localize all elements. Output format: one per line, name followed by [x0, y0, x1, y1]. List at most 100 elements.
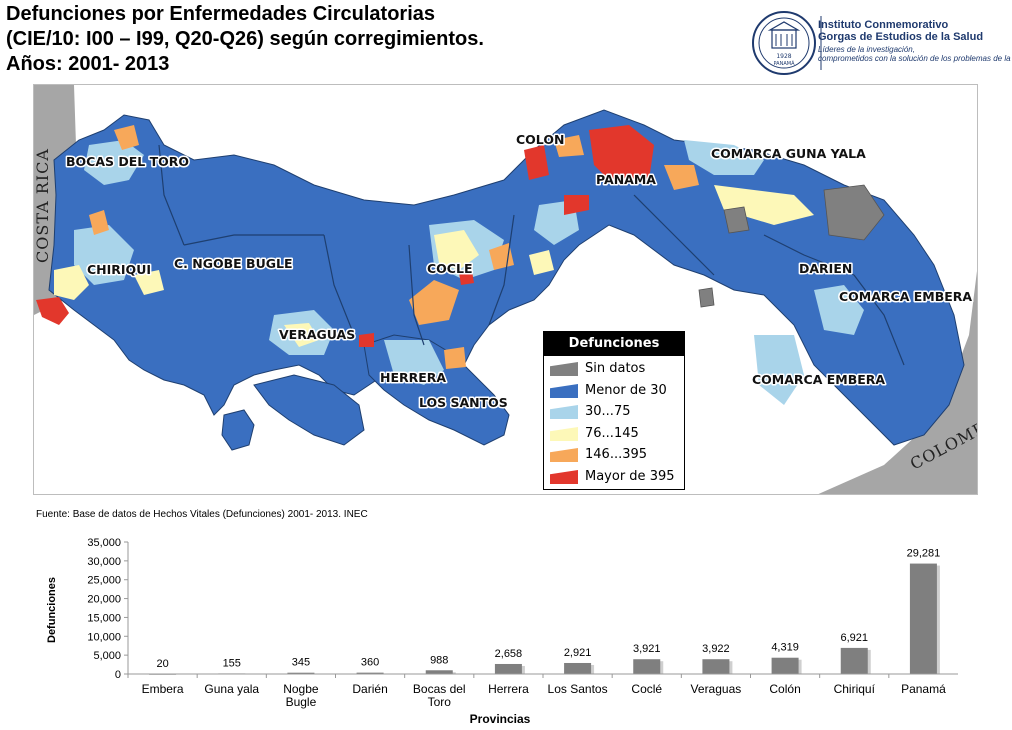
map-label-darien: DARIEN — [799, 261, 852, 276]
legend-title: Defunciones — [544, 332, 684, 356]
bar-value-label: 2,921 — [564, 647, 592, 659]
province-border-6 — [633, 194, 715, 276]
province-border-5 — [488, 214, 515, 326]
legend-label-below-30: Menor de 30 — [585, 383, 667, 398]
coiba-island — [221, 409, 255, 451]
logo-name-line-2: Gorgas de Estudios de la Salud — [818, 31, 984, 43]
area-orange-7 — [554, 135, 584, 157]
area-red-1 — [589, 125, 654, 185]
veraguas-south — [253, 374, 365, 446]
x-tick-label: Coclé — [631, 682, 662, 696]
map-legend: Defunciones Sin datos Menor de 30 30...7… — [543, 331, 685, 490]
bar-chart: 0 5,000 10,000 15,000 20,000 25,000 30,000 35,0… — [0, 528, 1012, 730]
bar — [633, 659, 661, 674]
bar-value-label: 4,319 — [771, 642, 799, 654]
area-orange-6 — [444, 347, 466, 369]
x-tick-label: Chiriquí — [834, 682, 876, 696]
map-label-bocas-del-toro: BOCAS DEL TORO — [66, 154, 189, 169]
bar — [564, 662, 592, 674]
legend-label-above-395: Mayor de 395 — [585, 469, 675, 484]
area-light-8 — [384, 340, 444, 385]
y-tick-label: 10,000 — [87, 631, 121, 643]
area-red-6 — [359, 333, 374, 347]
institute-seal-icon: 1928 PANAMÁ — [752, 11, 816, 75]
x-tick-label: Embera — [142, 682, 184, 696]
institute-logo: 1928 PANAMÁ — [752, 11, 822, 75]
bar — [771, 657, 799, 674]
colombia-area — [818, 271, 977, 494]
legend-label-30-75: 30...75 — [585, 404, 631, 419]
x-tick-label: Veraguas — [691, 682, 742, 696]
x-tick-label: Guna yala — [204, 682, 259, 696]
map-label-herrera: HERRERA — [380, 370, 446, 385]
area-yellow-3 — [714, 185, 814, 225]
area-red-3 — [564, 195, 589, 215]
area-orange-3 — [89, 210, 109, 235]
area-red-4 — [36, 297, 69, 325]
bar-value-label: 3,921 — [633, 643, 661, 655]
area-yellow-1 — [54, 265, 89, 300]
y-axis: 0 5,000 10,000 15,000 20,000 25,000 30,000 35,0… — [87, 537, 129, 681]
bar-value-label: 3,922 — [702, 643, 730, 655]
area-yellow-6 — [529, 250, 554, 275]
bar-value-label: 6,921 — [840, 632, 868, 644]
legend-swatch-below-30 — [550, 384, 578, 398]
map-label-comarca-embera-1: COMARCA EMBERA — [839, 289, 972, 304]
x-tick-label: Darién — [352, 682, 387, 696]
province-border-4 — [408, 244, 425, 346]
area-light-2 — [74, 225, 134, 285]
bar-value-label: 20 — [156, 658, 168, 670]
area-yellow-4 — [284, 323, 319, 347]
area-orange-2 — [114, 125, 139, 150]
bar — [494, 663, 522, 674]
logo-tagline-line-1: Líderes de la investigación, — [818, 45, 915, 54]
bar-value-label: 345 — [292, 657, 310, 669]
legend-swatch-76-145 — [550, 427, 578, 441]
area-red-2 — [524, 145, 549, 180]
area-light-1 — [84, 140, 144, 185]
x-tick-label: Panamá — [901, 682, 946, 696]
seal-place: PANAMÁ — [773, 60, 795, 67]
bar — [702, 659, 730, 674]
map-svg: COSTA RICA COLOMBIA BOCAS DEL TORO COLON… — [34, 85, 977, 494]
province-borders — [158, 144, 905, 366]
source-note: Fuente: Base de datos de Hechos Vitales … — [36, 509, 368, 520]
x-tick-label: Colón — [769, 682, 800, 696]
x-tick-label: Herrera — [488, 682, 529, 696]
y-tick-label: 15,000 — [87, 612, 121, 624]
bar-value-label: 2,658 — [495, 648, 523, 660]
y-axis-title: Defunciones — [46, 577, 58, 643]
title-line-3: Años: 2001- 2013 — [6, 53, 170, 75]
title-line-2: (CIE/10: I00 – I99, Q20-Q26) según corre… — [6, 28, 484, 50]
area-no-data-1 — [823, 184, 885, 241]
x-tick-label: Nogbe — [283, 682, 319, 696]
map-label-panama: PANAMA — [596, 172, 656, 187]
province-border-8 — [853, 274, 905, 366]
azuero-peninsula — [363, 334, 510, 446]
province-border-2 — [183, 234, 324, 246]
map-label-veraguas: VERAGUAS — [279, 327, 355, 342]
area-orange-4 — [664, 165, 699, 190]
bar — [840, 647, 868, 674]
bar-value-label: 155 — [223, 657, 241, 669]
costa-rica-label: COSTA RICA — [34, 148, 52, 263]
x-tick-label: Bugle — [286, 695, 317, 709]
y-tick-label: 20,000 — [87, 594, 121, 606]
bar — [356, 672, 384, 674]
x-tick-label: Los Santos — [548, 682, 608, 696]
bar-value-label: 29,281 — [907, 548, 941, 560]
map-label-colon: COLON — [516, 132, 564, 147]
area-light-6 — [814, 285, 864, 335]
area-red-5 — [459, 271, 474, 285]
choropleth-map: COSTA RICA COLOMBIA BOCAS DEL TORO COLON… — [33, 84, 978, 495]
province-border-3 — [323, 234, 355, 336]
area-light-7 — [754, 335, 804, 405]
legend-swatch-30-75 — [550, 405, 578, 419]
legend-label-76-145: 76...145 — [585, 426, 639, 441]
logo-name-line-1: Instituto Conmemorativo — [818, 19, 949, 31]
map-label-chiriqui: CHIRIQUI — [87, 262, 151, 277]
bar-chart-svg: 0 5,000 10,000 15,000 20,000 25,000 30,000 35,0… — [46, 537, 958, 726]
area-yellow-2 — [434, 230, 479, 270]
y-tick-label: 0 — [115, 669, 121, 681]
